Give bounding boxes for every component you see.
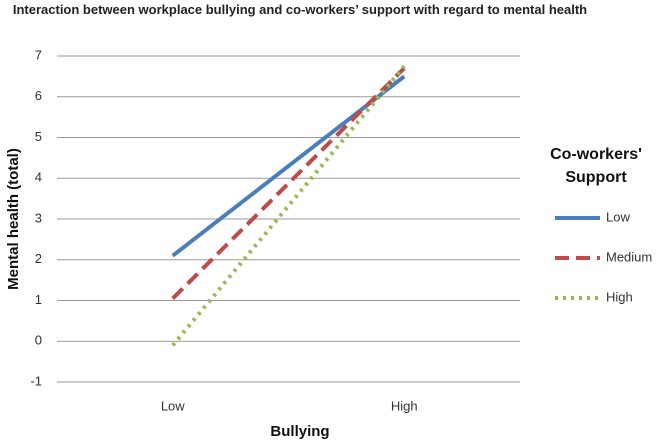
y-tick-label: -1 [30,373,42,388]
series-line [171,74,406,258]
y-tick-label: 4 [35,170,42,185]
legend-label: High [606,289,633,304]
series-line [171,64,406,347]
y-tick-label: 5 [35,129,42,144]
y-tick-label: 3 [35,210,42,225]
chart-title: Interaction between workplace bullying a… [12,2,588,17]
y-tick-label: 7 [35,47,42,62]
y-tick-label: 6 [35,88,42,103]
x-axis-label: Bullying [270,423,329,440]
y-tick-label: 0 [35,333,42,348]
x-tick-label: High [391,398,418,413]
y-tick-label: 2 [35,251,42,266]
y-axis-label: Mental health (total) [5,148,22,290]
y-tick-label: 1 [35,292,42,307]
legend-label: Medium [606,249,652,264]
series-line [171,66,406,300]
legend-title: Co-workers' Support [550,146,642,186]
x-tick-label: Low [161,398,185,413]
legend-label: Low [606,209,630,224]
